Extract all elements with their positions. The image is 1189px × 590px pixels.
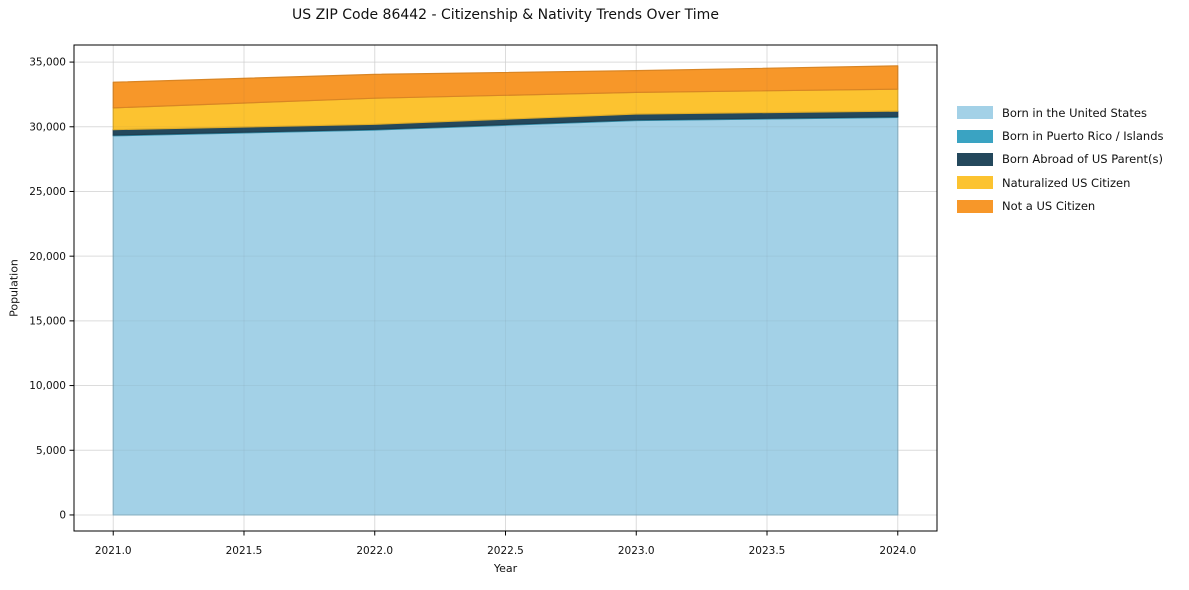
legend-swatch bbox=[957, 129, 993, 143]
y-tick-label: 35,000 bbox=[29, 57, 66, 69]
legend-label: Born Abroad of US Parent(s) bbox=[1002, 152, 1163, 167]
legend-item: Born in Puerto Rico / Islands bbox=[957, 124, 1164, 147]
y-tick-label: 15,000 bbox=[29, 315, 66, 327]
legend-label: Naturalized US Citizen bbox=[1002, 175, 1131, 190]
legend-item: Not a US Citizen bbox=[957, 195, 1164, 218]
y-tick-label: 20,000 bbox=[29, 251, 66, 263]
x-tick-label: 2022.5 bbox=[487, 545, 524, 557]
legend-item: Born in the United States bbox=[957, 101, 1164, 124]
x-tick-label: 2022.0 bbox=[356, 545, 393, 557]
legend-swatch bbox=[957, 176, 993, 190]
x-tick-label: 2023.5 bbox=[749, 545, 786, 557]
chart-title: US ZIP Code 86442 - Citizenship & Nativi… bbox=[292, 7, 719, 23]
legend-swatch bbox=[957, 152, 993, 166]
y-tick-label: 0 bbox=[59, 510, 66, 522]
area-series-4 bbox=[112, 65, 899, 109]
legend-swatch bbox=[957, 199, 993, 213]
x-tick-label: 2023.0 bbox=[618, 545, 655, 557]
y-tick-label: 25,000 bbox=[29, 186, 66, 198]
y-tick-label: 10,000 bbox=[29, 380, 66, 392]
legend: Born in the United States Born in Puerto … bbox=[957, 101, 1164, 218]
y-tick-label: 30,000 bbox=[29, 121, 66, 133]
x-tick-label: 2021.0 bbox=[95, 545, 132, 557]
legend-swatch bbox=[957, 106, 993, 120]
legend-label: Born in Puerto Rico / Islands bbox=[1002, 129, 1164, 144]
x-tick-label: 2024.0 bbox=[879, 545, 916, 557]
x-tick-label: 2021.5 bbox=[226, 545, 263, 557]
legend-item: Born Abroad of US Parent(s) bbox=[957, 148, 1164, 171]
y-axis-label: Population bbox=[7, 259, 21, 317]
y-tick-label: 5,000 bbox=[36, 445, 66, 457]
legend-label: Born in the United States bbox=[1002, 105, 1147, 120]
legend-label: Not a US Citizen bbox=[1002, 199, 1096, 214]
legend-item: Naturalized US Citizen bbox=[957, 171, 1164, 194]
x-axis-label: Year bbox=[493, 562, 518, 575]
